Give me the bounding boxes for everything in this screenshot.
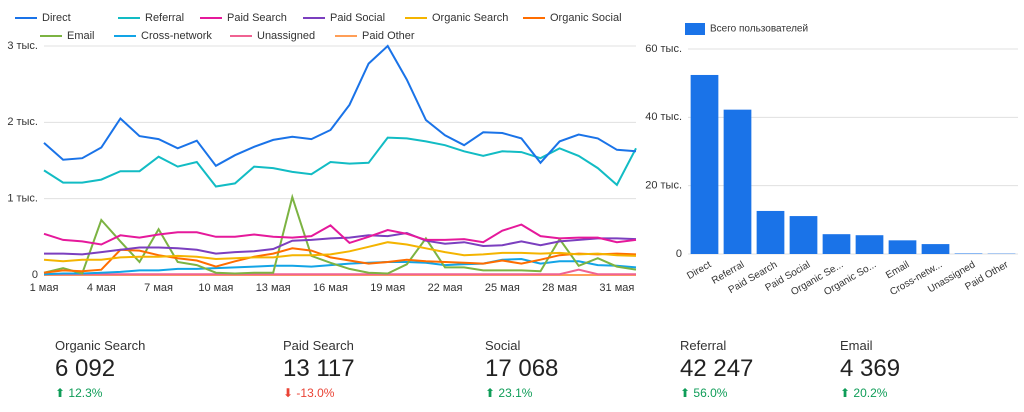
change-text: 12.3% — [68, 386, 103, 400]
bar — [855, 235, 884, 254]
series-line — [44, 231, 637, 256]
scorecard-value: 4 369 — [840, 355, 901, 382]
series-line — [43, 241, 637, 263]
scorecard-change: ⬆ 23.1% — [485, 386, 558, 400]
x-tick-label: 16 мая — [313, 282, 348, 294]
x-tick-label: 31 мая — [599, 282, 634, 294]
arrow-icon: ⬆ — [485, 386, 496, 400]
series-line — [44, 268, 636, 276]
x-tick-label: 13 мая — [256, 282, 291, 294]
scorecard-value: 13 117 — [283, 355, 355, 382]
scorecard-value: 6 092 — [55, 355, 116, 382]
y-tick-label: 0 — [676, 248, 682, 260]
legend-swatch — [685, 23, 705, 35]
series-line — [43, 44, 637, 168]
scorecard-label: Email — [840, 338, 873, 353]
bar — [690, 74, 719, 254]
series-line — [43, 247, 637, 274]
y-tick-label: 1 тыс. — [7, 193, 38, 205]
arrow-icon: ⬆ — [680, 386, 691, 400]
x-tick-label: Direct — [685, 259, 713, 282]
legend-label: Email — [67, 30, 95, 42]
x-tick-label: 7 мая — [144, 282, 173, 294]
series-line — [43, 223, 637, 246]
legend-label: Organic Search — [432, 12, 508, 24]
bar — [789, 216, 818, 254]
bar — [756, 210, 785, 254]
arrow-icon: ⬆ — [55, 386, 66, 400]
change-text: 56.0% — [693, 386, 728, 400]
x-tick-label: 4 мая — [87, 282, 116, 294]
bar — [822, 234, 851, 254]
change-text: 20.2% — [853, 386, 888, 400]
scorecard: Email 4 369 ⬆ 20.2% — [840, 338, 900, 400]
change-text: 23.1% — [498, 386, 533, 400]
bar — [723, 109, 752, 254]
legend-label: Paid Search — [227, 12, 287, 24]
y-tick-label: 3 тыс. — [7, 40, 38, 52]
change-text: -13.0% — [296, 386, 335, 400]
scorecard-label: Referral — [680, 338, 727, 353]
scorecard-change: ⬇ -13.0% — [283, 386, 355, 400]
y-tick-label: 20 тыс. — [645, 180, 682, 192]
bar — [921, 244, 950, 254]
bar — [888, 240, 917, 254]
legend-label: Paid Other — [362, 30, 415, 42]
x-tick-label: 19 мая — [370, 282, 405, 294]
scorecard: Social 17 068 ⬆ 23.1% — [485, 338, 558, 400]
arrow-icon: ⬆ — [840, 386, 851, 400]
scorecard-label: Paid Search — [283, 338, 354, 353]
arrow-icon: ⬇ — [283, 386, 294, 400]
legend-label: Organic Social — [550, 12, 622, 24]
x-tick-label: 1 мая — [30, 282, 59, 294]
y-tick-label: 2 тыс. — [7, 116, 38, 128]
scorecard-value: 17 068 — [485, 355, 559, 382]
scorecard-change: ⬆ 56.0% — [680, 386, 753, 400]
y-tick-label: 0 — [32, 269, 38, 281]
legend-label: Unassigned — [257, 30, 315, 42]
legend-label: Всего пользователей — [710, 24, 808, 35]
x-tick-label: 25 мая — [485, 282, 520, 294]
legend-label: Cross-network — [141, 30, 212, 42]
legend-label: Paid Social — [330, 12, 385, 24]
scorecard: Referral 42 247 ⬆ 56.0% — [680, 338, 753, 400]
scorecard-change: ⬆ 12.3% — [55, 386, 145, 400]
charts: 0 1 тыс. 2 тыс. 3 тыс. 1 мая 4 мая 7 мая 10 мая… — [7, 12, 1018, 298]
scorecard-label: Social — [485, 338, 521, 353]
bar — [954, 253, 983, 254]
scorecard-label: Organic Search — [55, 338, 146, 353]
series-line — [43, 136, 637, 188]
legend-label: Referral — [145, 12, 184, 24]
x-tick-label: 10 мая — [198, 282, 233, 294]
x-tick-label: 28 мая — [542, 282, 577, 294]
y-tick-label: 60 тыс. — [645, 43, 682, 55]
scorecard: Organic Search 6 092 ⬆ 12.3% — [55, 338, 145, 400]
legend-label: Direct — [42, 12, 71, 24]
series-line — [43, 257, 637, 276]
scorecard-change: ⬆ 20.2% — [840, 386, 900, 400]
scorecard-value: 42 247 — [680, 355, 754, 382]
scorecard: Paid Search 13 117 ⬇ -13.0% — [283, 338, 355, 400]
y-tick-label: 40 тыс. — [645, 111, 682, 123]
x-tick-label: 22 мая — [428, 282, 463, 294]
